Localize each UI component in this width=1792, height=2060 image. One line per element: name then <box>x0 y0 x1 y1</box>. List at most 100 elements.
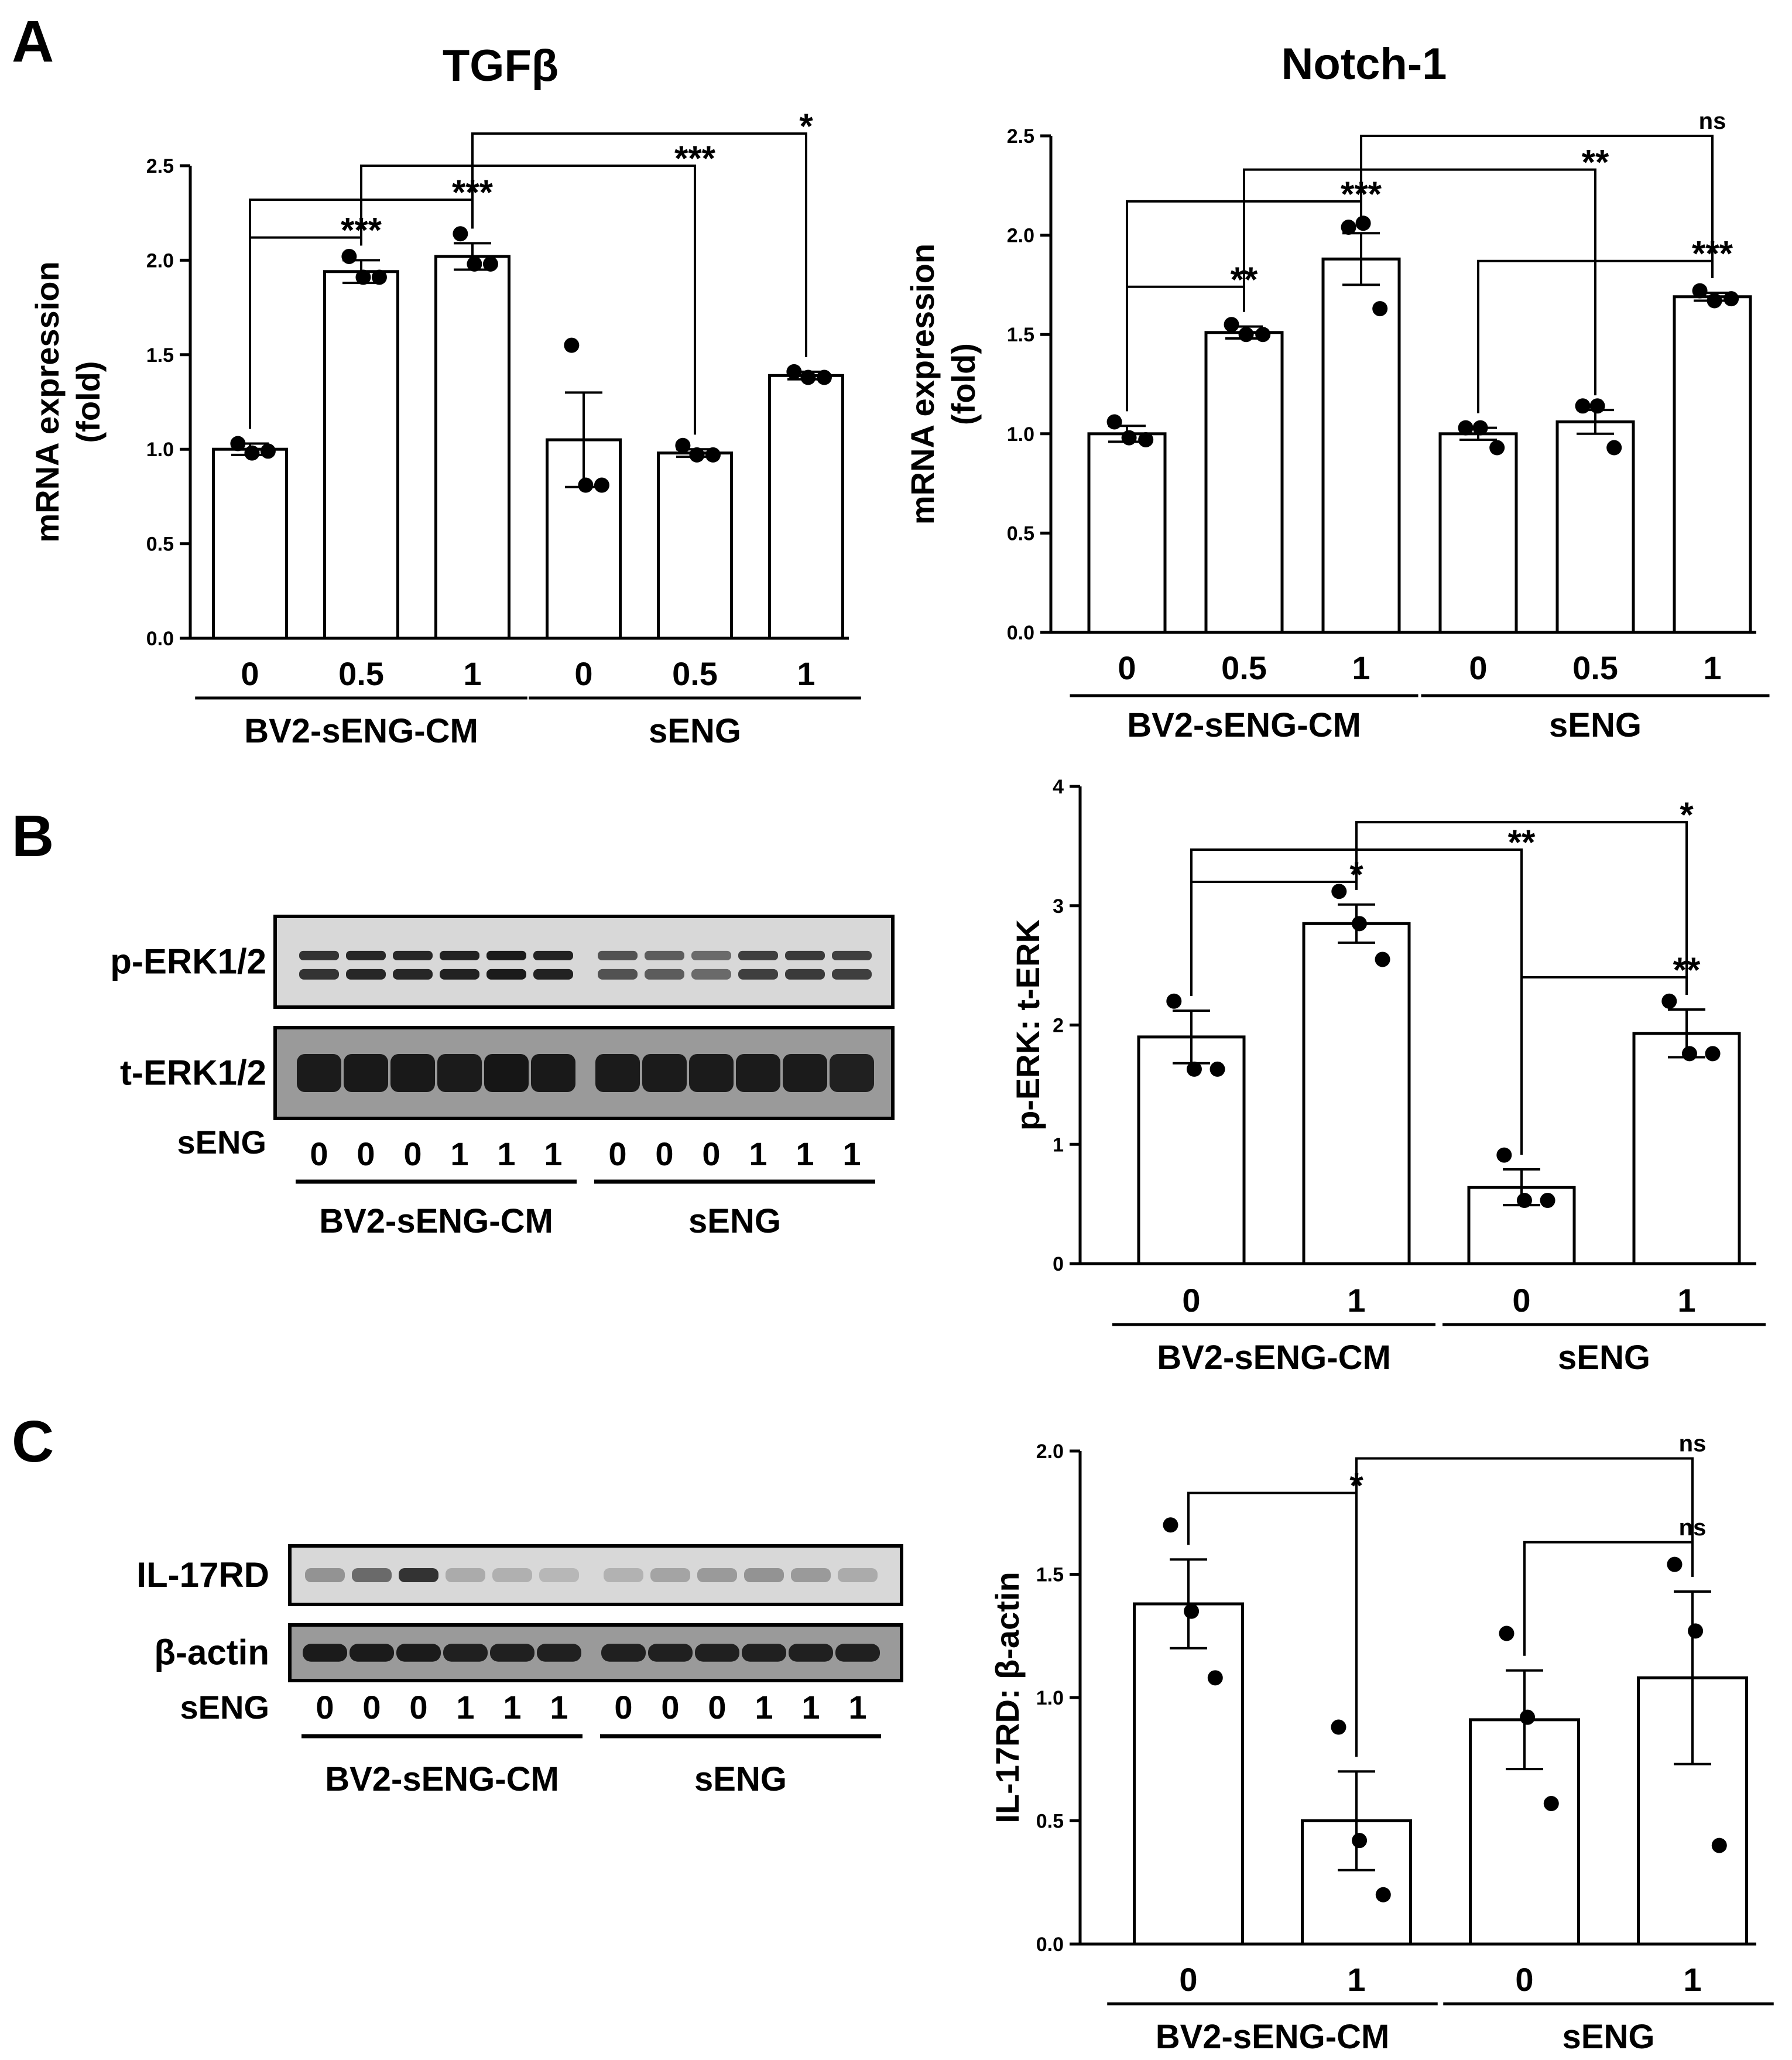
blot-band <box>484 1053 529 1093</box>
blot-band <box>299 969 339 980</box>
data-point <box>1255 327 1271 343</box>
group-label: BV2-sENG-CM <box>1157 1339 1391 1377</box>
blot-band <box>539 1568 579 1582</box>
blot-band <box>736 1053 780 1093</box>
lane-label: 1 <box>497 1135 515 1172</box>
blot-band <box>443 1644 488 1662</box>
data-point <box>1589 398 1605 414</box>
blot-band <box>785 969 825 980</box>
panel-letter-a: A <box>12 9 54 74</box>
blot-band <box>604 1568 643 1582</box>
y-tick-label: 1.0 <box>146 439 174 461</box>
y-tick-label: 2.0 <box>146 249 174 272</box>
blot-band <box>399 1568 438 1582</box>
significance-bracket <box>1520 976 1688 1155</box>
blot-band <box>697 1568 737 1582</box>
blot-band <box>830 1053 874 1093</box>
data-point <box>453 226 468 242</box>
lane-label: 0 <box>708 1689 726 1726</box>
blot-band <box>835 1644 880 1662</box>
x-tick-label: 1 <box>1352 649 1370 686</box>
blot-row-label: t-ERK1/2 <box>120 1053 266 1093</box>
blot-band <box>531 1053 575 1093</box>
data-point <box>244 445 260 461</box>
data-point <box>1207 1670 1223 1686</box>
bar <box>1133 1602 1244 1946</box>
y-tick-label: 1 <box>1053 1134 1064 1156</box>
blot-band <box>645 969 684 980</box>
data-point <box>1121 430 1137 446</box>
x-tick-label: 0 <box>1118 649 1136 686</box>
lane-label: 0 <box>702 1135 720 1172</box>
lane-label: 0 <box>608 1135 626 1172</box>
data-point <box>800 369 816 385</box>
group-label: BV2-sENG-CM <box>1127 706 1361 744</box>
data-point <box>1184 1603 1200 1619</box>
y-axis-label: IL-17RD: β-actin <box>989 1572 1026 1823</box>
bar <box>1204 331 1284 634</box>
data-point <box>1606 440 1622 456</box>
data-point <box>1543 1796 1559 1812</box>
blot-band <box>648 1644 693 1662</box>
data-point <box>1458 420 1474 436</box>
data-point <box>816 369 832 385</box>
lane-label: 0 <box>362 1689 381 1726</box>
blot-band <box>832 969 872 980</box>
data-point <box>1166 993 1182 1009</box>
data-point <box>1375 952 1390 967</box>
blot-band <box>344 1053 388 1093</box>
data-point <box>705 447 721 463</box>
blot-group-label: BV2-sENG-CM <box>325 1760 559 1798</box>
blot-band <box>393 950 433 960</box>
blot-band <box>352 1568 392 1582</box>
blot-row-label: p-ERK1/2 <box>110 942 266 981</box>
data-point <box>355 269 371 285</box>
data-point <box>1472 420 1488 436</box>
blot-band <box>645 950 684 960</box>
blot-band <box>689 1053 734 1093</box>
blot-band <box>744 1568 784 1582</box>
data-point <box>1224 317 1239 333</box>
y-axis-label: mRNA expression <box>29 261 66 542</box>
blot-band <box>440 969 479 980</box>
blot-group-label: sENG <box>688 1202 781 1240</box>
significance-label: * <box>799 107 813 146</box>
blot-band <box>346 969 386 980</box>
blot-band <box>838 1568 878 1582</box>
data-point <box>482 256 498 272</box>
significance-label: ** <box>1582 143 1609 182</box>
y-tick-label: 1.5 <box>1036 1564 1064 1586</box>
x-tick-label: 1 <box>1683 1961 1701 1998</box>
data-point <box>1106 414 1122 430</box>
lane-label: 0 <box>409 1689 427 1726</box>
blot-band <box>785 950 825 960</box>
data-point <box>1540 1193 1555 1209</box>
blot-group-label: sENG <box>694 1760 787 1798</box>
bar <box>768 374 844 640</box>
data-point <box>1238 327 1254 343</box>
significance-label: ns <box>1699 108 1726 134</box>
blot-band <box>650 1568 690 1582</box>
group-label: sENG <box>1558 1339 1650 1377</box>
bar <box>1555 420 1635 634</box>
blot-band <box>691 950 731 960</box>
blot-band <box>642 1053 687 1093</box>
y-tick-label: 0.0 <box>146 628 174 650</box>
y-tick-label: 2.5 <box>146 155 174 177</box>
lane-row-label: sENG <box>177 1124 267 1161</box>
y-tick-label: 1.5 <box>1007 324 1034 346</box>
y-axis-label: (fold) <box>945 343 982 425</box>
blot-band <box>305 1568 345 1582</box>
y-axis-label: p-ERK: t-ERK <box>1009 919 1046 1131</box>
significance-label: ns <box>1679 1431 1707 1457</box>
data-point <box>1724 291 1739 307</box>
significance-bracket <box>1360 135 1714 278</box>
data-point <box>1375 1887 1391 1902</box>
significance-label: *** <box>674 139 716 178</box>
data-point <box>341 248 357 264</box>
blot-band <box>486 969 526 980</box>
bar <box>1302 922 1411 1265</box>
significance-bracket <box>1355 1457 1694 1757</box>
data-point <box>1138 432 1154 447</box>
